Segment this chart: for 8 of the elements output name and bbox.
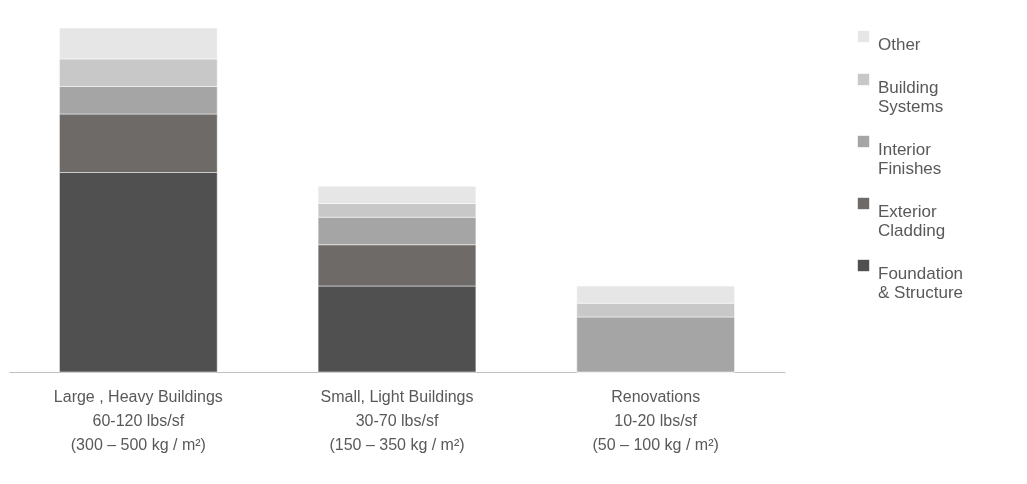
legend-label: Exterior Cladding [878,201,946,240]
legend-label: Building Systems [878,77,944,116]
legend-label: Interior Finishes [878,139,942,178]
x-tick-label: Small, Light Buildings 30-70 lbs/sf (150 – 350 kg / m²) [320,387,474,453]
x-tick-label: Large , Heavy Buildings 60-120 lbs/sf (300 – 500 kg / m²) [53,387,223,453]
x-tick-label: Renovations 10-20 lbs/sf (50 – 100 kg / m²) [592,387,719,453]
legend-label: Other [878,34,921,54]
legend-label: Foundation & Structure [878,263,964,302]
